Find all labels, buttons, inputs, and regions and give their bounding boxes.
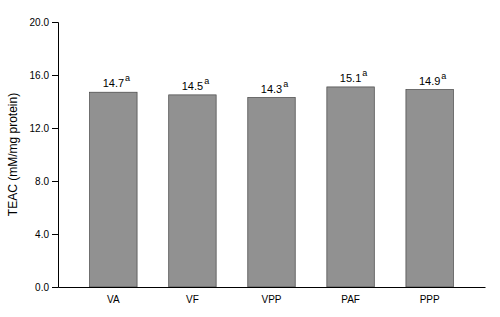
data-label: 14.3 [261, 83, 282, 95]
y-tick-label: 4.0 [35, 229, 49, 240]
superscript: a [441, 71, 446, 81]
y-axis: 0.0 4.0 8.0 12.0 16.0 20.0 [30, 17, 59, 293]
bar [169, 95, 216, 287]
x-tick-label: VPP [261, 294, 281, 305]
bar [248, 98, 295, 287]
y-tick: 20.0 [30, 17, 58, 28]
data-label: 14.9 [419, 75, 440, 87]
y-tick-mark [52, 234, 58, 235]
y-tick: 4.0 [35, 229, 58, 240]
y-tick: 12.0 [30, 123, 58, 134]
y-tick-label: 20.0 [30, 17, 50, 28]
x-tick-label: VA [107, 294, 120, 305]
superscript: a [204, 76, 209, 86]
y-tick-mark [52, 128, 58, 129]
y-tick-mark [52, 75, 58, 76]
y-tick: 0.0 [35, 282, 58, 293]
chart: 0.04.08.012.016.020.0VAVFVPPPAFPPP14.7a1… [0, 0, 500, 317]
x-tick: PAF [341, 294, 360, 305]
x-axis: VA VF VPP PAF PPP [59, 288, 486, 306]
x-tick-label: PPP [420, 294, 440, 305]
superscript: a [362, 68, 367, 78]
x-tick-label: PAF [341, 294, 360, 305]
superscript: a [125, 73, 130, 83]
y-tick-label: 8.0 [35, 176, 49, 187]
x-tick: PPP [420, 294, 440, 305]
plot: 0.04.08.012.016.020.0VAVFVPPPAFPPP14.7a1… [30, 17, 486, 305]
y-tick-label: 16.0 [30, 70, 50, 81]
bar [406, 90, 453, 287]
bars [90, 87, 454, 287]
y-axis-line [52, 23, 59, 288]
y-tick-mark [52, 181, 58, 182]
superscript: a [283, 79, 288, 89]
y-tick: 16.0 [30, 70, 58, 81]
data-label: 14.7 [103, 77, 124, 89]
y-tick-label: 12.0 [30, 123, 50, 134]
x-tick: VA [107, 294, 120, 305]
y-tick-label: 0.0 [35, 282, 49, 293]
x-axis-line [59, 287, 486, 288]
x-tick: VF [186, 294, 199, 305]
data-label: 15.1 [340, 72, 361, 84]
data-labels: 14.7a14.5a14.3a15.1a14.9a [103, 68, 447, 95]
y-tick-mark [52, 22, 58, 23]
y-tick-mark [52, 287, 58, 288]
x-tick: VPP [261, 294, 281, 305]
y-tick: 8.0 [35, 176, 58, 187]
bar [90, 92, 137, 287]
data-label: 14.5 [182, 80, 203, 92]
x-tick-label: VF [186, 294, 199, 305]
y-axis-title: TEAC (mM/mg protein) [6, 93, 20, 216]
bar [327, 87, 374, 287]
